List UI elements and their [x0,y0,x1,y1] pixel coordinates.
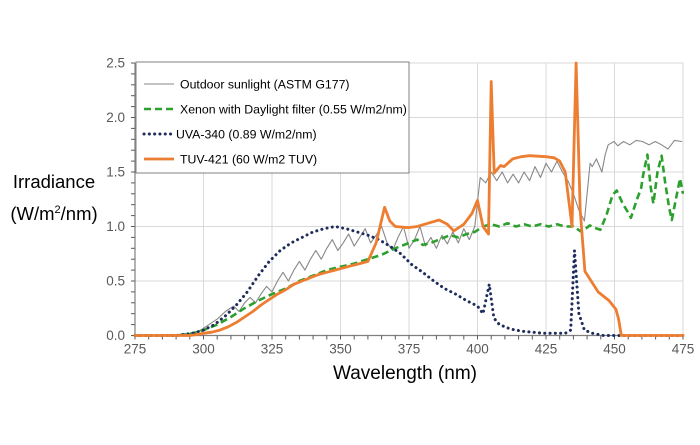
svg-text:450: 450 [603,342,626,357]
svg-text:275: 275 [124,342,147,357]
svg-text:0.5: 0.5 [106,274,125,289]
svg-text:300: 300 [192,342,215,357]
svg-text:1.0: 1.0 [106,219,125,234]
svg-text:1.5: 1.5 [106,165,125,180]
svg-text:Outdoor sunlight (ASTM G177): Outdoor sunlight (ASTM G177) [180,78,350,92]
svg-text:375: 375 [398,342,421,357]
svg-text:350: 350 [329,342,352,357]
svg-text:Xenon with Daylight filter (0.: Xenon with Daylight filter (0.55 W/m2/nm… [180,103,407,117]
svg-text:325: 325 [261,342,284,357]
svg-text:TUV-421 (60 W/m2 TUV): TUV-421 (60 W/m2 TUV) [180,153,317,167]
svg-text:425: 425 [535,342,558,357]
svg-text:0.0: 0.0 [106,328,125,343]
svg-text:2.0: 2.0 [106,110,125,125]
svg-text:UVA-340 (0.89 W/m2/nm): UVA-340 (0.89 W/m2/nm) [176,128,317,142]
svg-text:400: 400 [466,342,489,357]
svg-text:2.5: 2.5 [106,56,125,71]
svg-text:475: 475 [672,342,695,357]
